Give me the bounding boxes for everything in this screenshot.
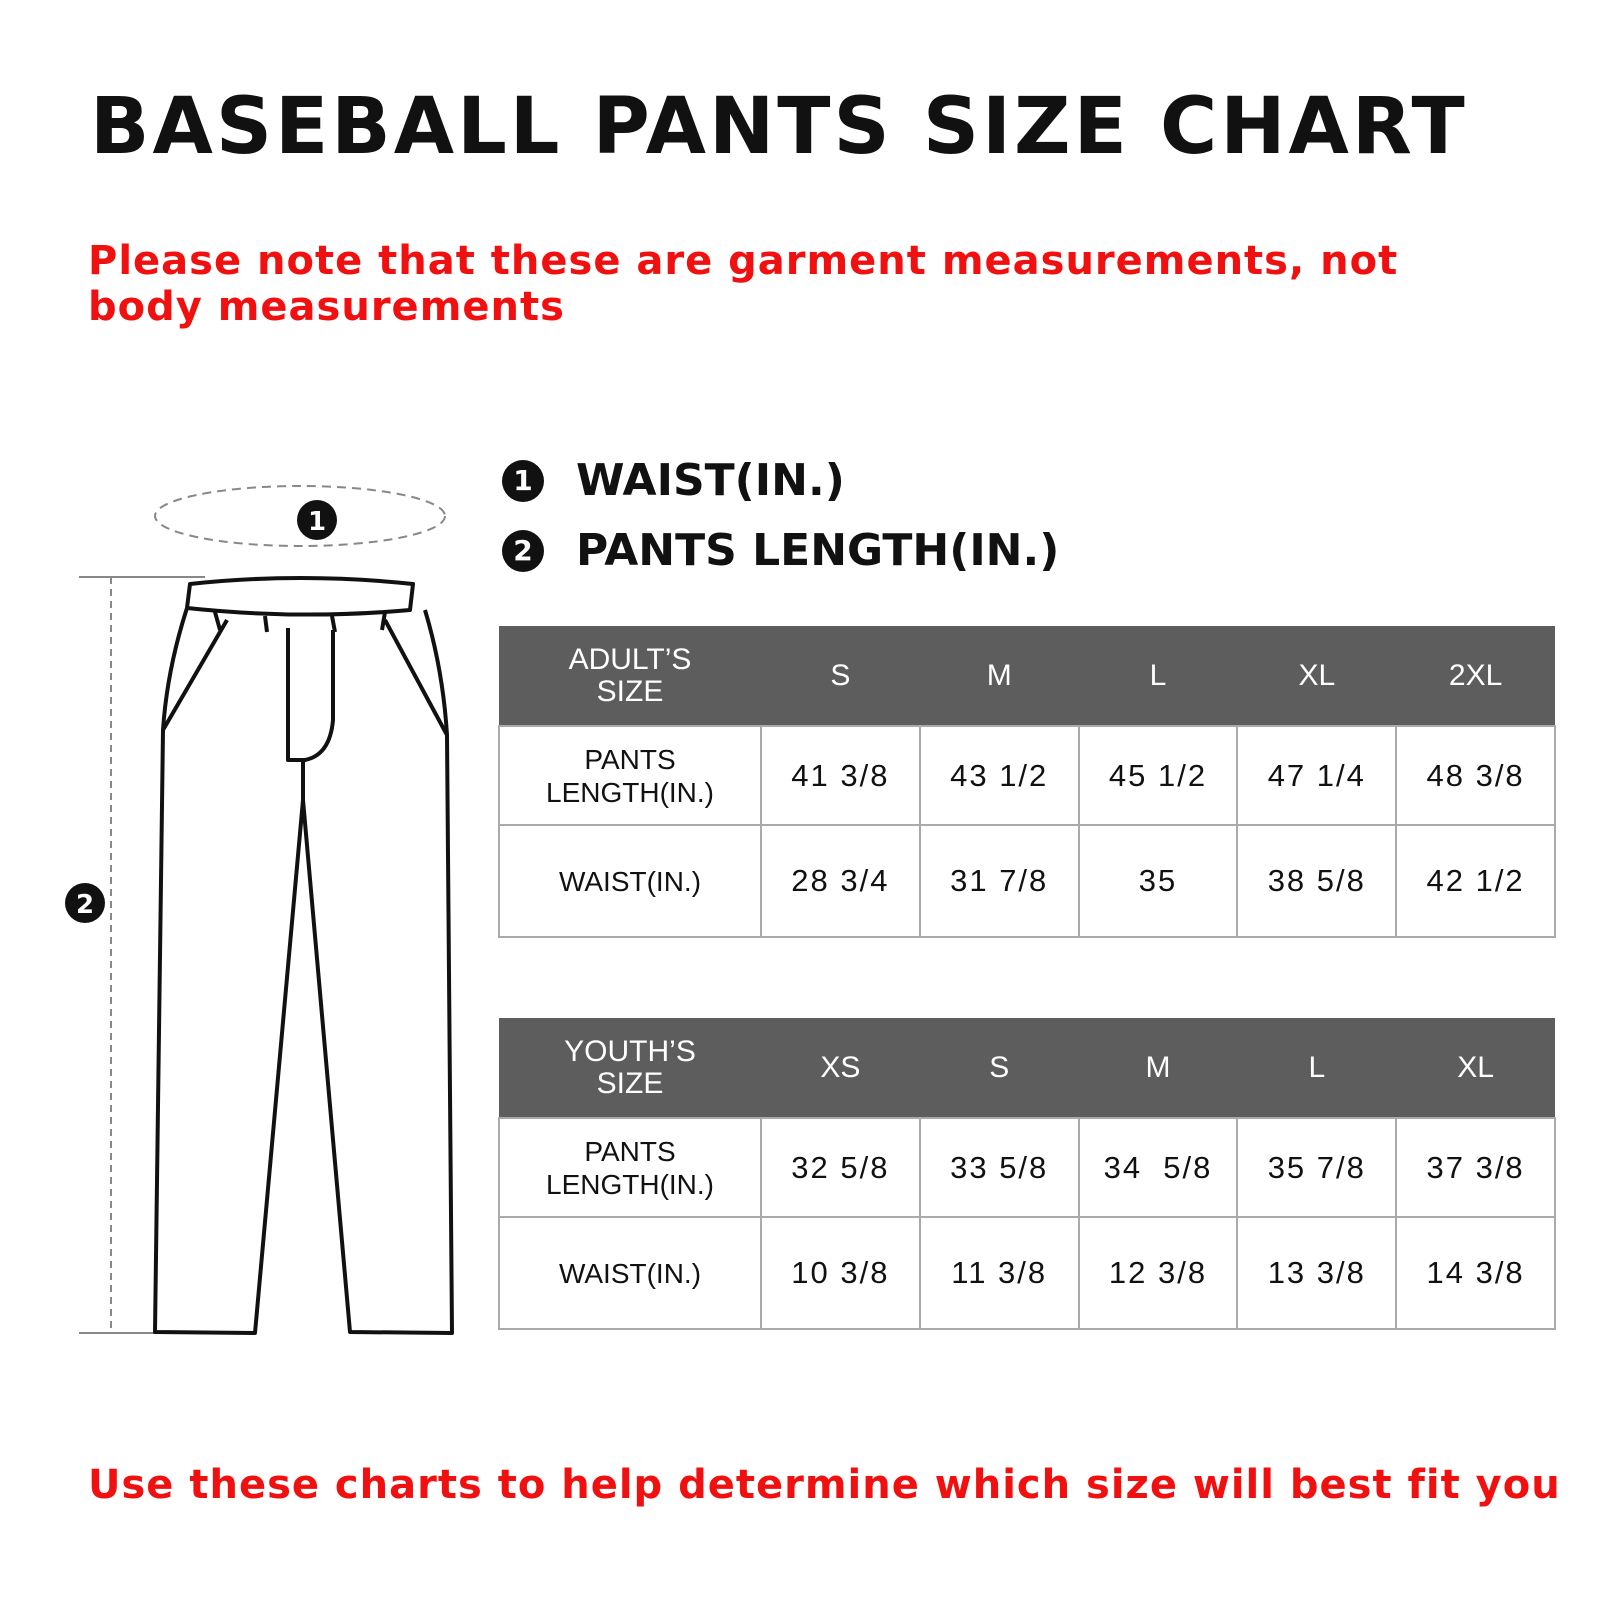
row-label: WAIST(IN.) [498, 824, 762, 938]
table-cell: 42 1/2 [1395, 824, 1556, 938]
table-cell: 31 7/8 [918, 824, 1080, 938]
table-cell: 43 1/2 [918, 725, 1080, 826]
table-cell: 10 3/8 [760, 1216, 921, 1330]
table-cell: 32 5/8 [760, 1117, 921, 1218]
table-cell: 35 [1077, 824, 1239, 938]
header-cell: S [919, 1018, 1079, 1118]
table-cell: 48 3/8 [1395, 725, 1556, 826]
youth-size-table: YOUTH’S SIZE XS S M L XL PANTS LENGTH(IN… [498, 1018, 1556, 1330]
pants-diagram: 1 2 [65, 485, 454, 1335]
legend-waist: 1 WAIST(IN.) [502, 455, 845, 506]
header-cell: YOUTH’S SIZE [499, 1018, 761, 1118]
page-title: BASEBALL PANTS SIZE CHART [90, 82, 1468, 172]
table-cell: 28 3/4 [760, 824, 921, 938]
legend-waist-label: WAIST(IN.) [576, 455, 845, 506]
legend-length-label: PANTS LENGTH(IN.) [576, 525, 1060, 576]
adult-size-table: ADULT’S SIZE S M L XL 2XL PANTS LENGTH(I… [498, 626, 1556, 938]
svg-text:1: 1 [308, 507, 326, 537]
table-header-row: YOUTH’S SIZE XS S M L XL [499, 1018, 1555, 1118]
table-cell: 38 5/8 [1236, 824, 1398, 938]
table-cell: 37 3/8 [1395, 1117, 1556, 1218]
table-cell: 47 1/4 [1236, 725, 1398, 826]
svg-text:2: 2 [76, 890, 94, 920]
number-1-icon: 1 [502, 459, 544, 502]
waist-measure-ellipse [154, 485, 446, 547]
table-row: WAIST(IN.) 28 3/4 31 7/8 35 38 5/8 42 1/… [498, 824, 1556, 938]
table-cell: 13 3/8 [1236, 1216, 1398, 1330]
header-cell: XL [1396, 1018, 1555, 1118]
table-cell: 41 3/8 [760, 725, 921, 826]
table-cell: 14 3/8 [1395, 1216, 1556, 1330]
header-cell: M [919, 626, 1079, 726]
table-cell: 11 3/8 [918, 1216, 1080, 1330]
waist-marker-icon [297, 500, 337, 540]
footer-note: Use these charts to help determine which… [88, 1462, 1561, 1508]
table-cell: 12 3/8 [1077, 1216, 1239, 1330]
header-cell: S [761, 626, 920, 726]
header-cell: M [1078, 1018, 1238, 1118]
header-cell: ADULT’S SIZE [499, 626, 761, 726]
table-cell: 45 1/2 [1077, 725, 1239, 826]
legend-pants-length: 2 PANTS LENGTH(IN.) [502, 525, 1059, 576]
row-label: PANTS LENGTH(IN.) [498, 725, 762, 826]
number-2-icon: 2 [502, 529, 544, 572]
table-row: PANTS LENGTH(IN.) 41 3/8 43 1/2 45 1/2 4… [498, 725, 1556, 826]
header-cell: XS [761, 1018, 920, 1118]
row-label: WAIST(IN.) [498, 1216, 762, 1330]
header-cell: 2XL [1396, 626, 1555, 726]
table-cell: 35 7/8 [1236, 1117, 1398, 1218]
length-marker-icon [65, 883, 105, 923]
table-cell: 33 5/8 [918, 1117, 1080, 1218]
row-label: PANTS LENGTH(IN.) [498, 1117, 762, 1218]
header-cell: L [1078, 626, 1238, 726]
table-header-row: ADULT’S SIZE S M L XL 2XL [499, 626, 1555, 726]
header-cell: L [1237, 1018, 1397, 1118]
table-row: PANTS LENGTH(IN.) 32 5/8 33 5/8 34 5/8 3… [498, 1117, 1556, 1218]
measurement-note: Please note that these are garment measu… [88, 238, 1399, 330]
table-row: WAIST(IN.) 10 3/8 11 3/8 12 3/8 13 3/8 1… [498, 1216, 1556, 1330]
table-cell: 34 5/8 [1077, 1117, 1239, 1218]
header-cell: XL [1237, 626, 1397, 726]
